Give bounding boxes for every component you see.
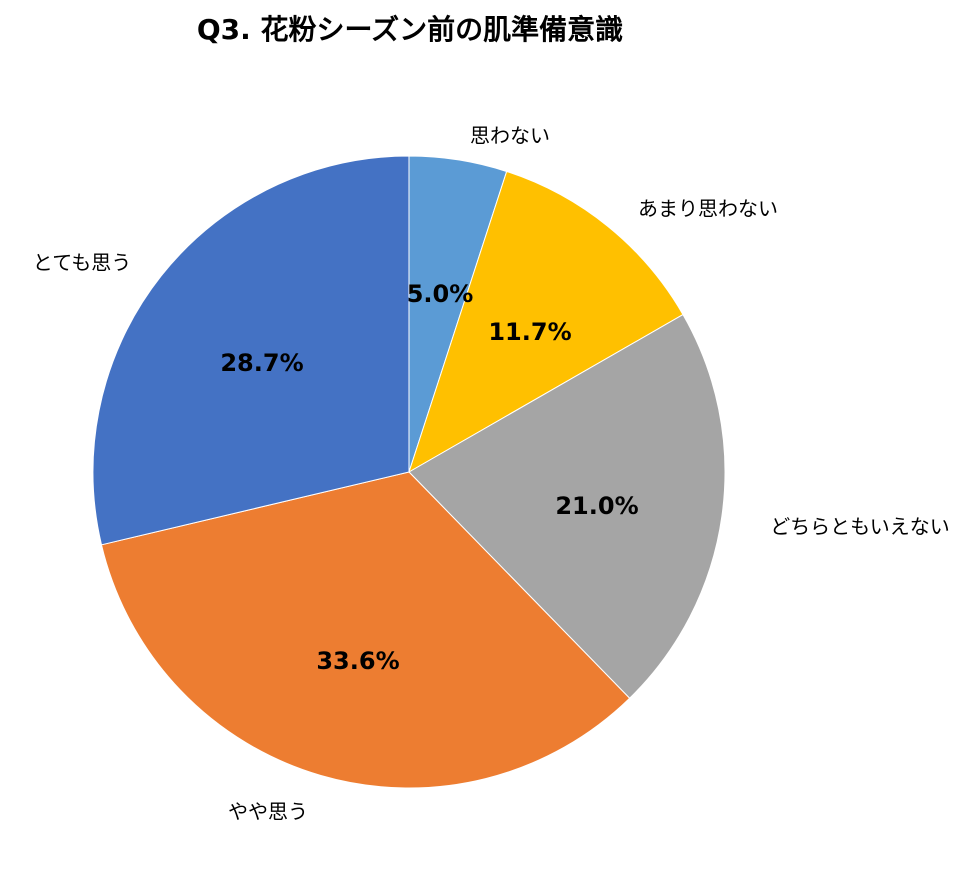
value-label: 11.7% bbox=[488, 318, 571, 346]
pie-slice-3 bbox=[100, 471, 631, 789]
pie-slice-2 bbox=[408, 313, 726, 699]
chart-title: Q3. 花粉シーズン前の肌準備意識 bbox=[196, 13, 624, 46]
category-label: とても思う bbox=[33, 251, 131, 275]
category-label: 思わない bbox=[470, 124, 550, 148]
value-labels: 5.0% 11.7% 21.0% 33.6% 28.7% bbox=[220, 280, 638, 675]
value-label: 21.0% bbox=[555, 492, 638, 520]
pie-slice-1 bbox=[408, 170, 684, 474]
value-label: 5.0% bbox=[407, 280, 474, 308]
category-label: あまり思わない bbox=[638, 197, 778, 221]
category-label: やや思う bbox=[228, 800, 308, 824]
category-label: どちらともいえない bbox=[770, 515, 950, 539]
value-label: 33.6% bbox=[316, 647, 399, 675]
value-label: 28.7% bbox=[220, 349, 303, 377]
pie-slice-4 bbox=[92, 155, 410, 546]
pie-slices bbox=[92, 155, 726, 789]
